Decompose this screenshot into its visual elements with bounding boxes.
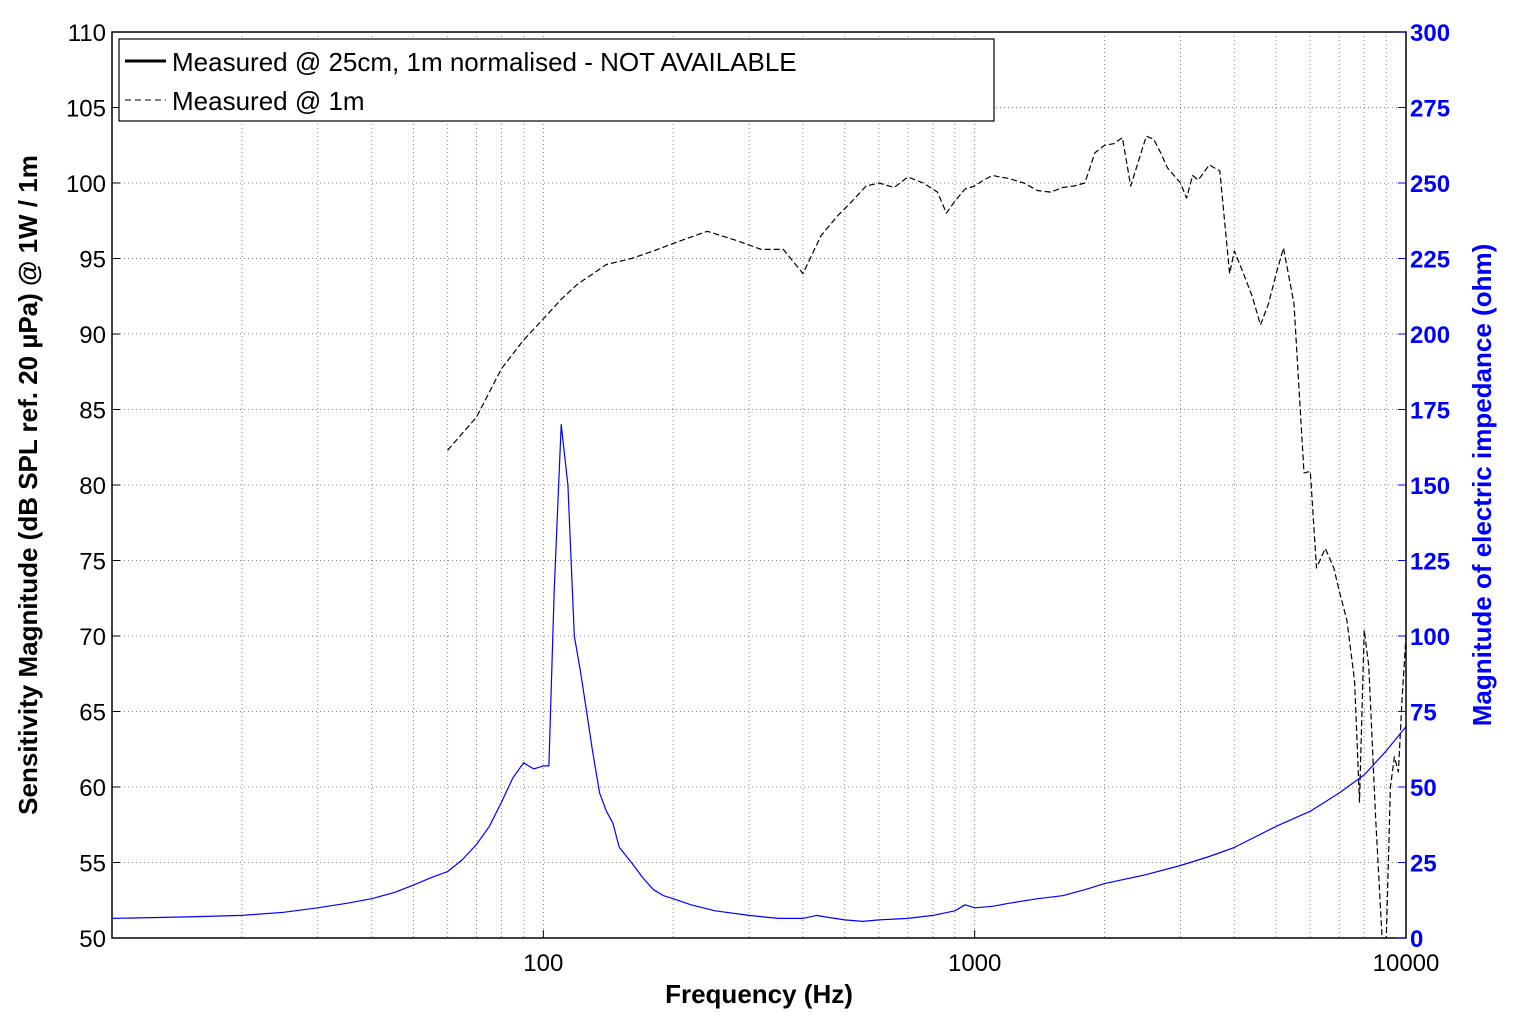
y-left-tick-label: 80 bbox=[79, 473, 106, 500]
y-left-tick-label: 75 bbox=[79, 549, 106, 576]
y-right-tick-label: 75 bbox=[1410, 700, 1437, 727]
y-axis-right-label: Magnitude of electric impedance (ohm) bbox=[1467, 244, 1497, 727]
y-right-tick-label: 50 bbox=[1410, 775, 1437, 802]
x-axis-label: Frequency (Hz) bbox=[665, 979, 853, 1009]
y-right-tick-label: 175 bbox=[1410, 398, 1450, 425]
y-axis-left-label: Sensitivity Magnitude (dB SPL ref. 20 µP… bbox=[13, 155, 43, 815]
legend-entry-measured-25cm: Measured @ 25cm, 1m normalised - NOT AVA… bbox=[172, 47, 797, 77]
y-left-tick-label: 70 bbox=[79, 624, 106, 651]
y-left-tick-label: 65 bbox=[79, 700, 106, 727]
y-left-tick-label: 100 bbox=[66, 171, 106, 198]
y-right-tick-label: 25 bbox=[1410, 851, 1437, 878]
legend-entry-measured-1m: Measured @ 1m bbox=[172, 86, 365, 116]
y-left-tick-label: 105 bbox=[66, 96, 106, 123]
series-impedance-line bbox=[111, 424, 1407, 923]
y-left-tick-label: 85 bbox=[79, 398, 106, 425]
y-right-tick-label: 200 bbox=[1410, 322, 1450, 349]
legend: Measured @ 25cm, 1m normalised - NOT AVA… bbox=[118, 38, 995, 122]
y-right-tick-label: 225 bbox=[1410, 247, 1450, 274]
x-tick-label: 100 bbox=[523, 950, 563, 977]
y-right-tick-label: 150 bbox=[1410, 473, 1450, 500]
y-left-tick-label: 60 bbox=[79, 775, 106, 802]
series-spl-1m-line bbox=[447, 135, 1407, 939]
series-layer bbox=[111, 135, 1407, 939]
y-right-tick-label: 100 bbox=[1410, 624, 1450, 651]
ticks: 50 55 60 65 70 75 80 85 90 95 100 105 110 0 25 50 75 100 1… bbox=[66, 20, 1450, 977]
y-right-tick-label: 275 bbox=[1410, 96, 1450, 123]
grid bbox=[112, 32, 1406, 938]
y-left-tick-label: 50 bbox=[79, 926, 106, 953]
y-right-tick-label: 125 bbox=[1410, 549, 1450, 576]
y-left-tick-label: 95 bbox=[79, 247, 106, 274]
x-tick-label: 10000 bbox=[1373, 950, 1440, 977]
y-right-tick-label: 250 bbox=[1410, 171, 1450, 198]
x-tick-label: 1000 bbox=[948, 950, 1001, 977]
y-left-tick-label: 90 bbox=[79, 322, 106, 349]
y-right-tick-label: 300 bbox=[1410, 20, 1450, 47]
y-left-tick-label: 55 bbox=[79, 851, 106, 878]
y-left-tick-label: 110 bbox=[68, 20, 106, 47]
legend-box bbox=[118, 38, 995, 122]
y-right-tick-label: 0 bbox=[1410, 926, 1423, 953]
